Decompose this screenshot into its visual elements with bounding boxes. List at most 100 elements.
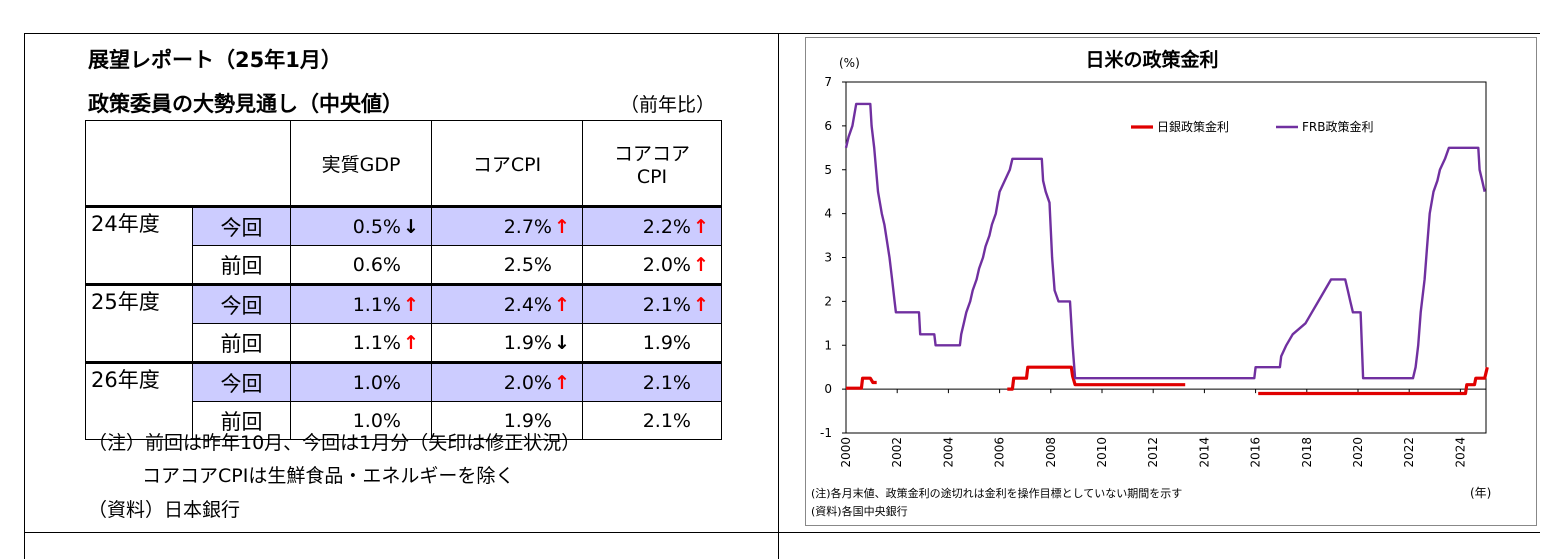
x-tick-label: 2012 xyxy=(1146,437,1160,468)
value-cell: 2.1% xyxy=(582,401,722,440)
fiscal-year-cell: 25年度 xyxy=(85,283,193,363)
column-header: 実質GDP xyxy=(290,120,432,207)
x-tick-label: 2004 xyxy=(941,437,955,468)
boj-rate-line xyxy=(846,376,877,390)
up-arrow-icon: ↑ xyxy=(554,293,570,316)
boj-rate-line xyxy=(1007,365,1186,391)
value-cell: 2.0% ↑ xyxy=(431,361,583,402)
up-arrow-icon: ↑ xyxy=(693,215,709,238)
value-cell: 1.9% xyxy=(431,401,583,440)
table-row: 前回 1.0% 1.9% 2.1% xyxy=(86,401,722,440)
y-tick-label: 7 xyxy=(824,75,832,89)
x-tick-label: 2010 xyxy=(1095,437,1109,468)
value-text: 1.9% xyxy=(503,409,552,432)
report-title: 展望レポート（25年1月） xyxy=(88,48,342,72)
value-cell: 1.0% xyxy=(290,361,432,402)
fiscal-year-cell: 24年度 xyxy=(85,205,193,285)
y-tick-label: -1 xyxy=(820,426,832,440)
table-header-row: 実質GDP コアCPI コアコア CPI xyxy=(85,120,722,207)
forecast-kind-cell: 前回 xyxy=(192,401,291,440)
value-text: 0.5% xyxy=(352,215,401,238)
boj-rate-line xyxy=(1258,366,1489,396)
value-cell: 1.1% ↑ xyxy=(290,283,432,324)
y-tick-label: 1 xyxy=(824,338,832,352)
value-cell: 1.9% xyxy=(582,323,722,363)
source-note: （資料）日本銀行 xyxy=(88,499,241,521)
value-text: 0.6% xyxy=(352,253,401,276)
frame-left xyxy=(24,33,25,559)
note-line-1: （注）前回は昨年10月、今回は1月分（矢印は修正状況） xyxy=(88,432,581,454)
header-blank-cell xyxy=(85,120,291,207)
up-arrow-icon: ↑ xyxy=(554,215,570,238)
value-text: 2.1% xyxy=(642,409,691,432)
x-tick-label: 2008 xyxy=(1044,437,1058,468)
down-arrow-icon: ↓ xyxy=(403,215,419,238)
y-tick-label: 2 xyxy=(824,294,832,308)
value-cell: 2.0% ↑ xyxy=(582,245,722,285)
y-axis-unit: (%) xyxy=(839,56,860,70)
up-arrow-icon: ↑ xyxy=(554,371,570,394)
value-cell: 2.1% xyxy=(582,361,722,402)
table-row: 前回 0.6% 2.5% 2.0% ↑ xyxy=(86,245,722,285)
forecast-kind-cell: 今回 xyxy=(192,283,291,324)
chart-note: (注)各月末値、政策金利の途切れは金利を操作目標としていない期間を示す xyxy=(811,486,1182,500)
fiscal-year-cell: 26年度 xyxy=(85,361,193,440)
x-axis-unit: (年) xyxy=(1470,486,1491,500)
x-tick-label: 2016 xyxy=(1249,437,1263,468)
value-text: 2.5% xyxy=(503,253,552,276)
down-arrow-icon: ↓ xyxy=(554,331,570,354)
value-text: 1.9% xyxy=(642,331,691,354)
table-row: 24年度 今回 0.5% ↓ 2.7% ↑ 2.2% ↑ xyxy=(85,205,722,285)
up-arrow-icon: ↑ xyxy=(403,331,419,354)
x-tick-label: 2022 xyxy=(1402,437,1416,468)
up-arrow-icon: ↑ xyxy=(693,253,709,276)
value-cell: 1.0% xyxy=(290,401,432,440)
value-text: 2.2% xyxy=(642,215,691,238)
value-text: 2.1% xyxy=(642,293,691,316)
value-text: 2.0% xyxy=(503,371,552,394)
x-tick-label: 2018 xyxy=(1300,437,1314,468)
note-line-2: コアコアCPIは生鮮食品・エネルギーを除く xyxy=(142,465,515,487)
legend-label: 日銀政策金利 xyxy=(1157,119,1229,134)
value-cell: 2.7% ↑ xyxy=(431,205,583,246)
report-subtitle: 政策委員の大勢見通し（中央値） xyxy=(88,92,403,116)
column-header: コアコア CPI xyxy=(582,120,722,207)
y-tick-label: 0 xyxy=(824,382,832,396)
chart-source: (資料)各国中央銀行 xyxy=(811,504,908,518)
value-text: 2.1% xyxy=(642,371,691,394)
up-arrow-icon: ↑ xyxy=(693,293,709,316)
value-cell: 1.1% ↑ xyxy=(290,323,432,363)
y-tick-label: 4 xyxy=(824,207,832,221)
forecast-kind-cell: 今回 xyxy=(192,361,291,402)
legend-label: FRB政策金利 xyxy=(1302,119,1373,134)
value-text: 2.4% xyxy=(503,293,552,316)
value-text: 1.9% xyxy=(503,331,552,354)
value-cell: 0.6% xyxy=(290,245,432,285)
table-row: 26年度 今回 1.0% 2.0% ↑ 2.1% xyxy=(85,361,722,440)
value-cell: 2.1% ↑ xyxy=(582,283,722,324)
up-arrow-icon: ↑ xyxy=(403,293,419,316)
value-text: 1.1% xyxy=(352,331,401,354)
value-cell: 2.2% ↑ xyxy=(582,205,722,246)
chart-panel: 日米の政策金利 (%) (年) (注)各月末値、政策金利の途切れは金利を操作目標… xyxy=(805,37,1537,526)
chart-title: 日米の政策金利 xyxy=(1085,48,1218,71)
y-tick-label: 6 xyxy=(824,119,832,133)
forecast-kind-cell: 今回 xyxy=(192,205,291,246)
x-tick-label: 2020 xyxy=(1351,437,1365,468)
x-tick-label: 2000 xyxy=(839,437,853,468)
value-text: 2.7% xyxy=(503,215,552,238)
value-cell: 2.5% xyxy=(431,245,583,285)
y-tick-label: 3 xyxy=(824,251,832,265)
frb-rate-line xyxy=(844,102,1486,380)
value-cell: 0.5% ↓ xyxy=(290,205,432,246)
value-text: 2.0% xyxy=(642,253,691,276)
unit-label: （前年比） xyxy=(620,94,716,116)
value-text: 1.1% xyxy=(352,293,401,316)
frame-top xyxy=(24,33,1540,34)
value-text: 1.0% xyxy=(352,371,401,394)
policy-rate-chart: 日米の政策金利 (%) (年) (注)各月末値、政策金利の途切れは金利を操作目標… xyxy=(811,48,1491,518)
forecast-kind-cell: 前回 xyxy=(192,245,291,285)
x-tick-label: 2006 xyxy=(993,437,1007,468)
x-tick-label: 2024 xyxy=(1453,437,1467,468)
forecast-kind-cell: 前回 xyxy=(192,323,291,363)
